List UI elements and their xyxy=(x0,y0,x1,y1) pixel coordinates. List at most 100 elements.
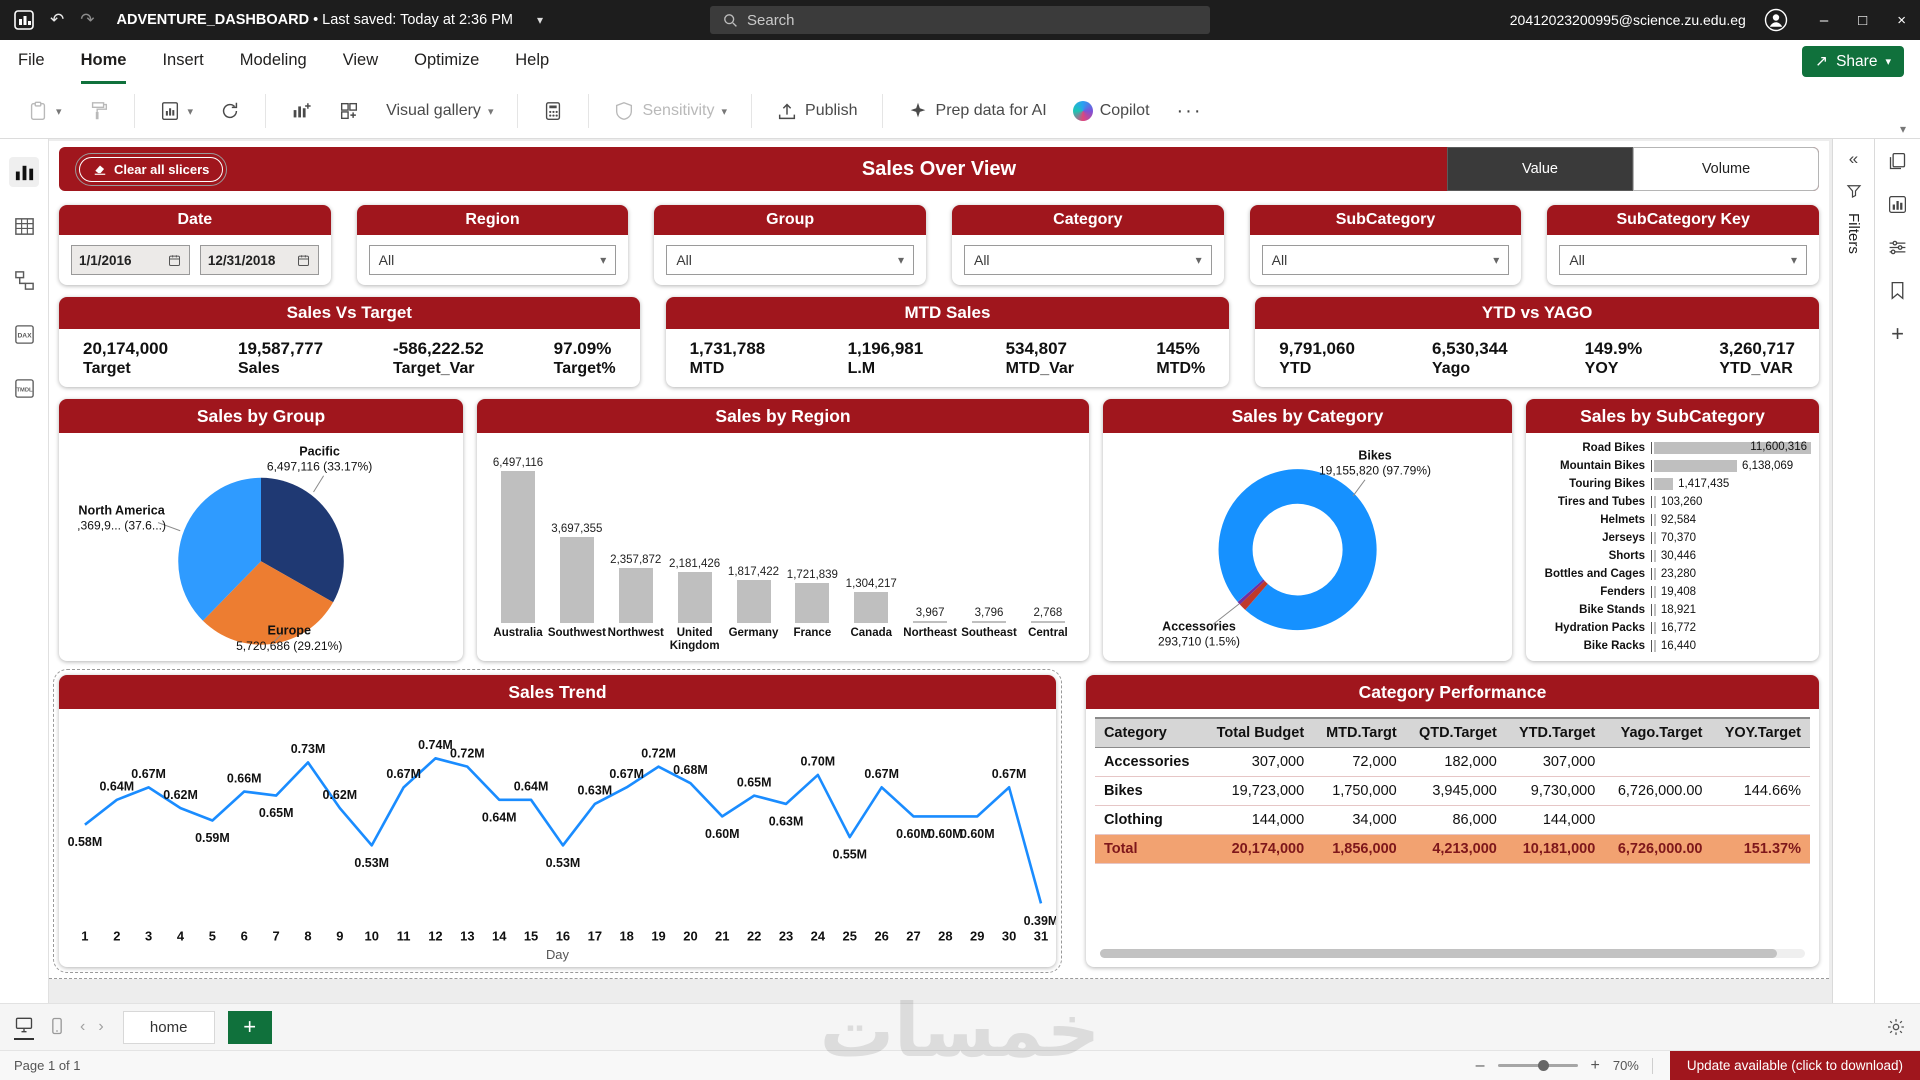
menu-view[interactable]: View xyxy=(342,51,379,69)
zoom-out-button[interactable]: – xyxy=(1475,1056,1485,1074)
date-from-input[interactable]: 1/1/2016 xyxy=(71,245,190,275)
table-header-cell[interactable]: Total Budget xyxy=(1202,717,1314,748)
bar-australia[interactable]: 6,497,116 Australia xyxy=(492,457,544,639)
table-view-icon[interactable] xyxy=(9,211,39,241)
menu-insert[interactable]: Insert xyxy=(162,51,204,69)
line-chart[interactable]: 0.58M 1 0.64M 2 0.67M 3 0.62M 4 0.59M 5 0.66M 6 0.65… xyxy=(59,709,1056,967)
hbar-helmets[interactable]: Helmets 92,584 xyxy=(1530,512,1811,527)
pie-chart[interactable]: Pacific 6,497,116 (33.17%) North America ,3… xyxy=(59,433,463,661)
share-button[interactable]: ↗ Share ▾ xyxy=(1802,46,1904,77)
hbar-fenders[interactable]: Fenders 19,408 xyxy=(1530,585,1811,600)
hbar-bottles-and-cages[interactable]: Bottles and Cages 23,280 xyxy=(1530,567,1811,582)
dax-query-view-icon[interactable]: DAX xyxy=(9,319,39,349)
close-button[interactable]: × xyxy=(1897,11,1906,29)
menu-modeling[interactable]: Modeling xyxy=(239,51,307,69)
bookmarks-pane-icon[interactable] xyxy=(1887,280,1908,301)
date-to-input[interactable]: 12/31/2018 xyxy=(199,245,319,275)
menu-help[interactable]: Help xyxy=(515,51,550,69)
hbar-shorts[interactable]: Shorts 30,446 xyxy=(1530,548,1811,563)
hbar-road-bikes[interactable]: Road Bikes 11,600,316 xyxy=(1530,440,1811,455)
kpi-card-sales-vs-target[interactable]: Sales Vs Target 20,174,000 Target 19,587,7… xyxy=(59,297,640,387)
hbar-bike-racks[interactable]: Bike Racks 16,440 xyxy=(1530,639,1811,654)
expand-filters-chevrons-icon[interactable]: « xyxy=(1848,149,1859,168)
calculator-button[interactable] xyxy=(533,93,573,129)
paste-button[interactable]: ▾ xyxy=(18,93,71,129)
kpi-card-ytd-vs-yago[interactable]: YTD vs YAGO 9,791,060 YTD 6,530,344 Yago 149… xyxy=(1255,297,1819,387)
performance-table[interactable]: Category Total Budget MTD.Targt QTD.Target Y… xyxy=(1094,717,1810,864)
bar-france[interactable]: 1,721,839 France xyxy=(786,569,838,639)
value-toggle-button[interactable]: Value xyxy=(1447,147,1633,191)
prep-data-for-ai-button[interactable]: Prep data for AI xyxy=(898,93,1056,129)
bar-southeast[interactable]: 3,796 Southeast xyxy=(961,607,1017,639)
undo-icon[interactable]: ↶ xyxy=(50,10,65,29)
table-header-cell[interactable]: YTD.Target xyxy=(1505,717,1605,748)
volume-toggle-button[interactable]: Volume xyxy=(1633,147,1819,191)
bar-chart[interactable]: 6,497,116 Australia 3,697,355 Southwest 2,35… xyxy=(477,433,1089,661)
format-painter-button[interactable] xyxy=(79,93,119,129)
menu-file[interactable]: File xyxy=(18,51,45,69)
mobile-view-icon[interactable] xyxy=(47,1016,67,1039)
minimize-button[interactable]: – xyxy=(1819,11,1829,29)
visualizations-pane-icon[interactable] xyxy=(1887,194,1908,215)
hbar-jerseys[interactable]: Jerseys 70,370 xyxy=(1530,530,1811,545)
sales-by-region-chart[interactable]: Sales by Region 6,497,116 Australia 3,697,… xyxy=(477,399,1089,661)
redo-icon[interactable]: ↷ xyxy=(80,10,95,29)
table-header-cell[interactable]: Yago.Target xyxy=(1604,717,1712,748)
maximize-button[interactable]: □ xyxy=(1858,11,1868,29)
copilot-button[interactable]: Copilot xyxy=(1064,94,1159,128)
bar-northwest[interactable]: 2,357,872 Northwest xyxy=(607,554,664,639)
bar-united-kingdom[interactable]: 2,181,426 United Kingdom xyxy=(669,558,721,653)
zoom-slider[interactable] xyxy=(1497,1060,1578,1071)
avatar[interactable] xyxy=(1764,8,1788,32)
sales-trend-chart[interactable]: Sales Trend 0.58M 1 0.64M 2 0.67M 3 0.62M 4 0.59… xyxy=(53,669,1062,973)
hbar-touring-bikes[interactable]: Touring Bikes 1,417,435 xyxy=(1530,476,1811,491)
settings-gear-icon[interactable] xyxy=(1886,1017,1906,1037)
new-visual-button[interactable] xyxy=(281,93,321,129)
powerbi-app-icon[interactable] xyxy=(14,10,34,30)
visual-gallery-button[interactable]: Visual gallery ▾ xyxy=(386,102,494,119)
add-visual-button[interactable] xyxy=(329,93,369,129)
filter-funnel-icon[interactable] xyxy=(1845,182,1863,200)
search-input[interactable]: Search xyxy=(710,6,1210,34)
refresh-button[interactable] xyxy=(210,93,250,129)
table-horizontal-scrollbar[interactable] xyxy=(1099,949,1805,958)
donut-chart[interactable]: Bikes 19,155,820 (97.79%) Accessories 293,7… xyxy=(1103,433,1512,661)
next-page-arrow-icon[interactable]: › xyxy=(98,1018,104,1035)
table-header-cell[interactable]: YOY.Target xyxy=(1711,717,1810,748)
sales-by-subcategory-chart[interactable]: Sales by SubCategory Road Bikes 11,600,31… xyxy=(1526,399,1819,661)
more-options-button[interactable]: ··· xyxy=(1176,99,1203,122)
add-pane-icon[interactable]: + xyxy=(1891,321,1904,346)
slicer-dropdown[interactable]: All ▾ xyxy=(963,245,1212,275)
bar-germany[interactable]: 1,817,422 Germany xyxy=(727,566,780,639)
update-available-banner[interactable]: Update available (click to download) xyxy=(1669,1051,1920,1080)
sales-by-category-chart[interactable]: Sales by Category Bikes 19,155,820 (97.79… xyxy=(1103,399,1512,661)
page-tab-home[interactable]: home xyxy=(122,1010,215,1044)
bar-northeast[interactable]: 3,967 Northeast xyxy=(903,607,957,639)
tmdl-view-icon[interactable]: TMDL xyxy=(9,373,39,403)
slicer-dropdown[interactable]: All ▾ xyxy=(666,245,914,275)
hbar-tires-and-tubes[interactable]: Tires and Tubes 103,260 xyxy=(1530,494,1811,509)
hbar-mountain-bikes[interactable]: Mountain Bikes 6,138,069 xyxy=(1530,458,1811,473)
hbar-bike-stands[interactable]: Bike Stands 18,921 xyxy=(1530,603,1811,618)
table-row-clothing[interactable]: Clothing 144,000 34,000 86,000 144,000 xyxy=(1094,805,1810,835)
zoom-level[interactable]: 70% xyxy=(1612,1058,1639,1073)
copy-report-pane-icon[interactable] xyxy=(1887,151,1908,172)
add-page-button[interactable]: + xyxy=(227,1010,272,1044)
title-chevron-down-icon[interactable]: ▾ xyxy=(536,13,543,27)
table-header-cell[interactable]: MTD.Targt xyxy=(1313,717,1406,748)
zoom-in-button[interactable]: + xyxy=(1590,1056,1600,1074)
previous-page-arrow-icon[interactable]: ‹ xyxy=(80,1018,86,1035)
report-page-button[interactable]: ▾ xyxy=(150,93,203,129)
model-view-icon[interactable] xyxy=(9,265,39,295)
report-view-icon[interactable] xyxy=(9,157,39,187)
sales-by-group-chart[interactable]: Sales by Group Pacific 6,497,116 (33.17%)… xyxy=(59,399,463,661)
hbar-hydration-packs[interactable]: Hydration Packs 16,772 xyxy=(1530,621,1811,636)
kpi-card-mtd-sales[interactable]: MTD Sales 1,731,788 MTD 1,196,981 L.M 534,80… xyxy=(665,297,1230,387)
hbar-chart[interactable]: Road Bikes 11,600,316 Mountain Bikes 6,138,… xyxy=(1526,433,1819,661)
table-header-cell[interactable]: Category xyxy=(1094,717,1203,748)
bar-canada[interactable]: 1,304,217 Canada xyxy=(845,578,897,639)
menu-optimize[interactable]: Optimize xyxy=(414,51,480,69)
desktop-view-icon[interactable] xyxy=(14,1015,34,1040)
slicer-dropdown[interactable]: All ▾ xyxy=(1559,245,1807,275)
slicer-dropdown[interactable]: All ▾ xyxy=(1261,245,1510,275)
